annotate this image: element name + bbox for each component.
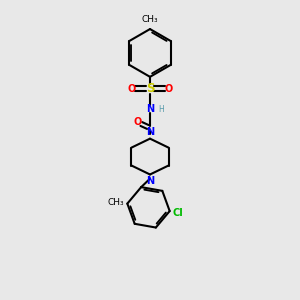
Text: CH₃: CH₃ xyxy=(107,198,124,207)
Text: N: N xyxy=(146,104,154,114)
Text: N: N xyxy=(146,128,154,137)
Text: Cl: Cl xyxy=(172,208,183,218)
Text: H: H xyxy=(158,105,164,114)
Text: S: S xyxy=(146,82,154,95)
Text: N: N xyxy=(146,176,154,186)
Text: O: O xyxy=(128,84,136,94)
Text: O: O xyxy=(133,117,142,127)
Text: CH₃: CH₃ xyxy=(142,15,158,24)
Text: O: O xyxy=(164,84,172,94)
